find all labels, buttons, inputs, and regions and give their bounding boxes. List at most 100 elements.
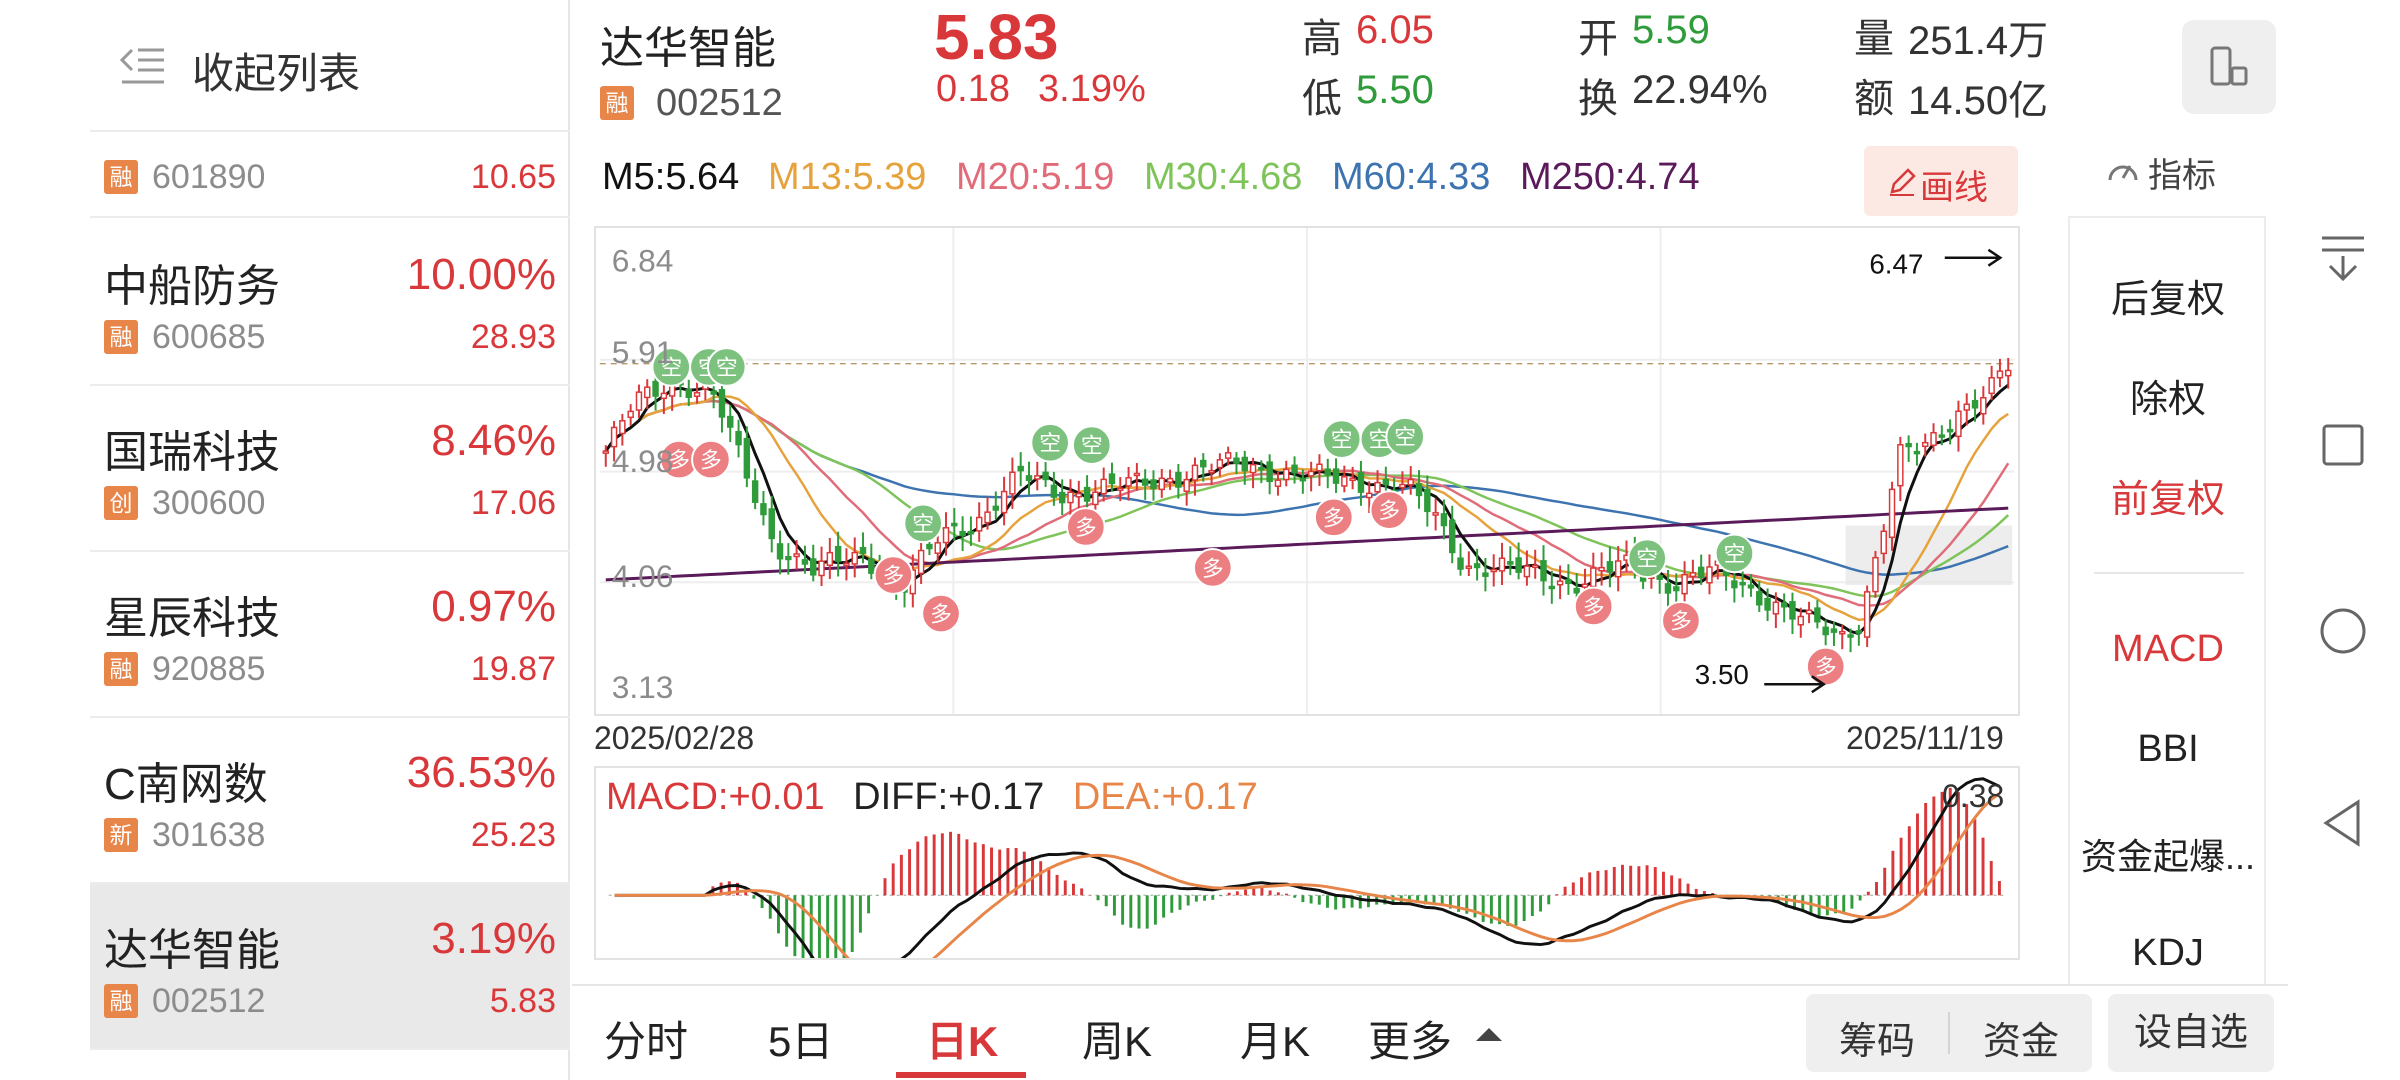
stock-tag: 融	[104, 320, 138, 354]
stock-code: 601890	[152, 158, 266, 196]
candle-body	[1307, 470, 1315, 477]
candle-body	[1175, 471, 1182, 488]
stock-price: 10.65	[470, 158, 556, 196]
svg-text:空: 空	[1394, 425, 1416, 450]
candle-body	[1830, 628, 1838, 633]
candle-body	[1573, 587, 1580, 594]
stock-tag: 融	[104, 984, 138, 1018]
stock-code: 301638	[152, 816, 266, 854]
candle-body	[1556, 580, 1564, 586]
svg-text:多: 多	[882, 563, 904, 588]
recent-apps-icon[interactable]	[2316, 418, 2370, 472]
candle-body	[1598, 566, 1605, 572]
candle-body	[727, 415, 734, 428]
pull-down-icon[interactable]	[2316, 230, 2370, 284]
option-fund-burst[interactable]: 资金起爆...	[2080, 836, 2255, 877]
add-favorite-button[interactable]: 设自选	[2108, 994, 2274, 1072]
candle-body	[834, 545, 842, 562]
candle-body	[1847, 634, 1854, 638]
funds-button[interactable]: 资金	[1982, 1021, 2059, 1063]
list-item[interactable]: 融 601890 10.65	[90, 134, 570, 218]
kline-chart[interactable]: 空空空空空空空空空空空多多多多多多多多多多多 6.84 5.91 4.98 4.…	[594, 226, 2020, 716]
macd-chart[interactable]	[594, 766, 2020, 960]
candle-body	[652, 380, 659, 397]
candle-body	[1150, 479, 1157, 490]
back-icon[interactable]	[2316, 796, 2370, 850]
tab-weekly-k[interactable]: 周K	[1082, 1018, 1153, 1065]
svg-text:多: 多	[1378, 498, 1400, 523]
dea-value: DEA:+0.17	[1072, 776, 1258, 818]
candle-body	[2005, 369, 2012, 377]
stock-code: 300600	[152, 484, 266, 522]
option-forward-adjust[interactable]: 前复权	[2110, 479, 2225, 521]
macd-value: MACD:+0.01	[606, 776, 825, 818]
candle-body	[1789, 601, 1796, 620]
option-kdj[interactable]: KDJ	[2132, 932, 2204, 974]
svg-text:多: 多	[1583, 594, 1605, 619]
candle-body	[1166, 477, 1174, 483]
candle-body	[1067, 491, 1074, 504]
candle-body	[1042, 471, 1049, 481]
candle-body	[934, 542, 941, 554]
candle-body	[926, 543, 933, 550]
low-label: 低	[1302, 77, 1342, 121]
tab-more[interactable]: 更多	[1368, 1018, 1453, 1065]
candle-body	[1955, 410, 1962, 438]
candle-body	[1440, 513, 1448, 527]
candle-body	[1092, 491, 1099, 506]
stock-price: 25.23	[470, 816, 556, 854]
svg-text:空: 空	[1636, 546, 1658, 571]
candle-body	[610, 426, 618, 448]
active-tab-indicator	[896, 1072, 1026, 1078]
candle-body	[619, 420, 626, 435]
current-price: 5.83	[934, 1, 1059, 73]
candle-body	[1581, 583, 1589, 588]
orientation-button[interactable]	[2182, 20, 2276, 114]
candle-body	[1498, 557, 1506, 572]
stock-price: 28.93	[470, 318, 556, 356]
candle-body	[1332, 468, 1340, 484]
stock-change-pct: 10.00%	[406, 250, 556, 299]
candle-body	[1531, 564, 1539, 569]
tab-daily-k[interactable]: 日K	[926, 1018, 999, 1065]
candle-body	[1208, 469, 1215, 474]
candle-body	[1241, 456, 1248, 472]
candle-body	[1224, 452, 1232, 459]
candle-body	[810, 558, 817, 576]
turnover-label: 换	[1578, 77, 1618, 121]
tab-5day[interactable]: 5日	[768, 1018, 834, 1065]
option-macd[interactable]: MACD	[2112, 628, 2224, 670]
draw-line-button[interactable]: 画线	[1864, 146, 2018, 216]
list-item-selected[interactable]: 达华智能 3.19% 融 002512 5.83	[90, 884, 570, 1050]
buy-signal-marker: 多	[873, 555, 914, 595]
buy-signal-marker: 多	[921, 593, 961, 634]
collapse-list-button[interactable]: 收起列表	[90, 0, 570, 132]
indicator-label: 指标	[2148, 157, 2216, 195]
home-icon[interactable]	[2316, 604, 2370, 658]
candle-body	[1805, 609, 1813, 615]
list-item[interactable]: C南网数 36.53% 新 301638 25.23	[90, 718, 570, 884]
chips-button[interactable]: 筹码	[1838, 1021, 1915, 1063]
stock-code: 920885	[152, 650, 266, 688]
list-item[interactable]: 中船防务 10.00% 融 600685 28.93	[90, 220, 570, 386]
candle-body	[1034, 475, 1041, 480]
tab-intraday[interactable]: 分时	[604, 1018, 689, 1065]
candle-body	[1291, 464, 1298, 474]
stock-price: 17.06	[470, 484, 556, 522]
svg-text:空: 空	[912, 511, 934, 536]
high-value: 6.05	[1356, 8, 1434, 52]
candle-body	[1780, 602, 1788, 608]
candle-body	[975, 516, 983, 532]
candle-body	[1673, 586, 1680, 592]
candle-body	[917, 549, 925, 575]
tab-monthly-k[interactable]: 月K	[1240, 1018, 1311, 1065]
stock-name: 达华智能	[104, 926, 280, 975]
list-item[interactable]: 国瑞科技 8.46% 创 300600 17.06	[90, 386, 570, 552]
candle-body	[1191, 464, 1199, 481]
option-back-adjust[interactable]: 后复权	[2110, 279, 2225, 321]
stock-code: 600685	[152, 318, 266, 356]
option-ex-rights[interactable]: 除权	[2129, 379, 2206, 421]
list-item[interactable]: 星辰科技 0.97% 融 920885 19.87	[90, 552, 570, 718]
candle-body	[768, 508, 775, 540]
option-bbi[interactable]: BBI	[2137, 728, 2199, 770]
